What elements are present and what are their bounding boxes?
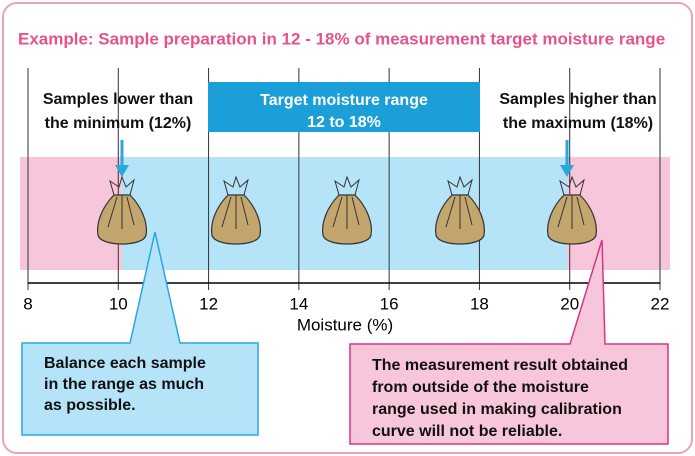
target-text: 12 to 18% [307, 114, 381, 131]
left-label: the minimum (12%) [45, 115, 192, 132]
target-box [208, 82, 480, 132]
tick-label: 10 [109, 294, 128, 313]
sample-bag [547, 175, 597, 245]
axis-label: Moisture (%) [297, 315, 393, 334]
bag-neck [445, 175, 473, 229]
target-text: Target moisture range [260, 92, 428, 109]
left-callout-shape [21, 231, 259, 436]
left-label: Samples lower than [43, 91, 193, 108]
bag-neck [107, 175, 135, 229]
arrows [115, 140, 574, 177]
left-callout-text: in the range as much [44, 376, 204, 393]
bag-neck [332, 175, 360, 229]
tick-label: 12 [199, 294, 218, 313]
sample-bag [211, 175, 261, 245]
sample-bag [97, 175, 147, 245]
tick-label: 18 [470, 294, 489, 313]
sample-bag [322, 175, 372, 245]
right-callout-text: from outside of the moisture [372, 379, 589, 396]
right-callout-text: The measurement result obtained [372, 357, 628, 374]
right-callout-text: range used in making calibration [372, 401, 622, 418]
right-label: the maximum (18%) [503, 115, 653, 132]
bag-neck [221, 175, 249, 229]
tick-label: 22 [651, 294, 670, 313]
left-callout-text: Balance each sample [44, 355, 206, 372]
right-callout-shape [349, 239, 669, 445]
left-callout-text: as possible. [44, 397, 136, 414]
tick-label: 20 [560, 294, 579, 313]
title: Example: Sample preparation in 12 - 18% … [18, 29, 665, 48]
tick-label: 16 [380, 294, 399, 313]
tick-label: 14 [289, 294, 308, 313]
tick-label: 8 [23, 294, 32, 313]
bag-neck [557, 175, 585, 229]
right-label: Samples higher than [499, 91, 656, 108]
right-callout-text: curve will not be reliable. [372, 423, 562, 440]
sample-bag [435, 175, 485, 245]
